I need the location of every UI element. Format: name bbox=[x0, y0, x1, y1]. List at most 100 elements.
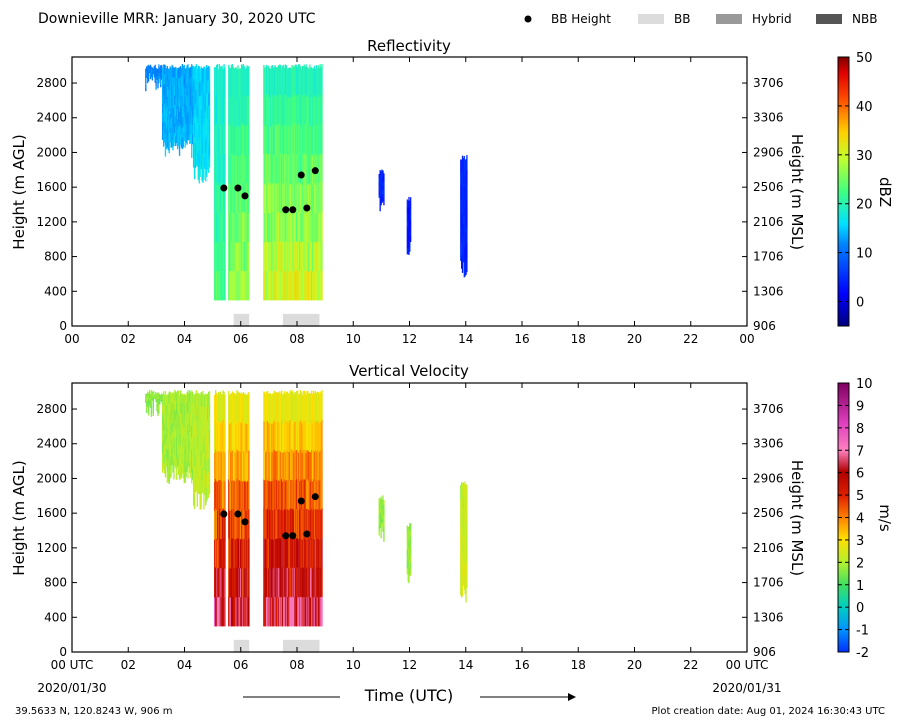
bb-height-point bbox=[234, 184, 242, 192]
echo-cell bbox=[297, 93, 300, 124]
echo-cell bbox=[163, 404, 166, 415]
echo-cell bbox=[195, 102, 198, 116]
echo-cell bbox=[176, 446, 178, 459]
echo-cell bbox=[304, 154, 306, 184]
echo-cell bbox=[188, 447, 190, 458]
echo-cell bbox=[241, 211, 244, 242]
echo-cell bbox=[220, 538, 222, 569]
echo-cell bbox=[191, 87, 193, 100]
echo-cell bbox=[148, 391, 151, 395]
echo-cell bbox=[166, 471, 169, 483]
echo-cell bbox=[204, 130, 206, 144]
echo-cell bbox=[290, 97, 292, 127]
echo-cell bbox=[291, 449, 293, 479]
echo-cell bbox=[319, 420, 321, 451]
echo-cell bbox=[465, 528, 467, 544]
echo-cell bbox=[316, 97, 319, 127]
echo-cell bbox=[223, 211, 225, 242]
echo-cell bbox=[290, 126, 292, 156]
echo-cell bbox=[282, 270, 284, 301]
echo-cell bbox=[315, 123, 318, 154]
echo-cell bbox=[186, 124, 188, 135]
echo-cell bbox=[220, 183, 222, 214]
echo-cell bbox=[177, 116, 180, 127]
echo-cell bbox=[316, 184, 319, 214]
echo-cell bbox=[221, 270, 223, 301]
echo-cell bbox=[379, 513, 381, 518]
echo-cell bbox=[270, 270, 273, 301]
echo-cell bbox=[464, 174, 466, 190]
echo-cell bbox=[311, 390, 313, 421]
echo-cell bbox=[156, 399, 158, 403]
echo-cell bbox=[463, 261, 465, 278]
echo-cell bbox=[183, 131, 185, 141]
echo-cell bbox=[383, 185, 385, 190]
echo-cell bbox=[245, 452, 247, 482]
echo-cell bbox=[234, 567, 236, 598]
echo-cell bbox=[294, 538, 296, 568]
echo-cell bbox=[407, 526, 409, 535]
echo-cell bbox=[287, 241, 289, 272]
echo-cell bbox=[166, 76, 169, 87]
y2-tick-label: 2106 bbox=[753, 215, 784, 229]
echo-cell bbox=[193, 408, 196, 424]
echo-cell bbox=[237, 270, 239, 301]
echo-cell bbox=[230, 123, 233, 154]
echo-cell bbox=[224, 154, 226, 185]
echo-cell bbox=[264, 392, 266, 422]
echo-cell bbox=[287, 509, 289, 540]
echo-cell bbox=[321, 93, 323, 124]
echo-cell bbox=[207, 92, 209, 107]
echo-cell bbox=[183, 102, 185, 113]
echo-cell bbox=[298, 509, 301, 540]
echo-cell bbox=[165, 430, 168, 441]
echo-cell bbox=[240, 480, 243, 510]
echo-cell bbox=[183, 416, 185, 428]
echo-cell bbox=[286, 420, 289, 451]
echo-cell bbox=[173, 446, 175, 458]
echo-cell bbox=[198, 66, 200, 82]
echo-cell bbox=[241, 241, 244, 272]
echo-cell bbox=[238, 97, 240, 127]
echo-cell bbox=[314, 97, 317, 128]
echo-cell bbox=[219, 567, 221, 598]
echo-cell bbox=[378, 502, 380, 508]
echo-cell bbox=[229, 394, 231, 425]
echo-cell bbox=[287, 538, 289, 569]
echo-cell bbox=[247, 567, 249, 598]
echo-cell bbox=[222, 449, 224, 480]
echo-cell bbox=[240, 126, 242, 156]
echo-cell bbox=[172, 97, 174, 109]
echo-cell bbox=[165, 138, 168, 150]
echo-cell bbox=[460, 581, 462, 596]
echo-cell bbox=[296, 479, 298, 509]
echo-cell bbox=[246, 65, 248, 96]
x-tick-label: 08 bbox=[289, 332, 304, 346]
echo-cell bbox=[265, 241, 267, 272]
echo-cell bbox=[298, 64, 301, 95]
echo-cell bbox=[461, 257, 464, 273]
echo-cell bbox=[159, 399, 161, 401]
echo-cell bbox=[296, 449, 298, 480]
echo-cell bbox=[145, 395, 147, 398]
echo-cell bbox=[192, 94, 194, 106]
echo-cell bbox=[314, 567, 317, 598]
echo-cell bbox=[192, 413, 194, 425]
echo-cell bbox=[165, 457, 168, 467]
echo-cell bbox=[222, 537, 224, 568]
echo-cell bbox=[268, 97, 271, 127]
echo-cell bbox=[189, 452, 191, 464]
echo-cell bbox=[310, 538, 312, 569]
echo-cell bbox=[297, 423, 300, 453]
echo-cell bbox=[315, 94, 318, 125]
echo-cell bbox=[197, 108, 199, 124]
echo-cell bbox=[316, 126, 319, 156]
echo-cell bbox=[383, 189, 385, 194]
echo-cell bbox=[179, 124, 182, 135]
echo-cell bbox=[241, 481, 244, 511]
echo-cell bbox=[197, 122, 199, 138]
echo-cell bbox=[273, 154, 275, 184]
echo-cell bbox=[154, 391, 156, 394]
echo-cell bbox=[237, 391, 239, 422]
echo-cell bbox=[248, 124, 250, 155]
